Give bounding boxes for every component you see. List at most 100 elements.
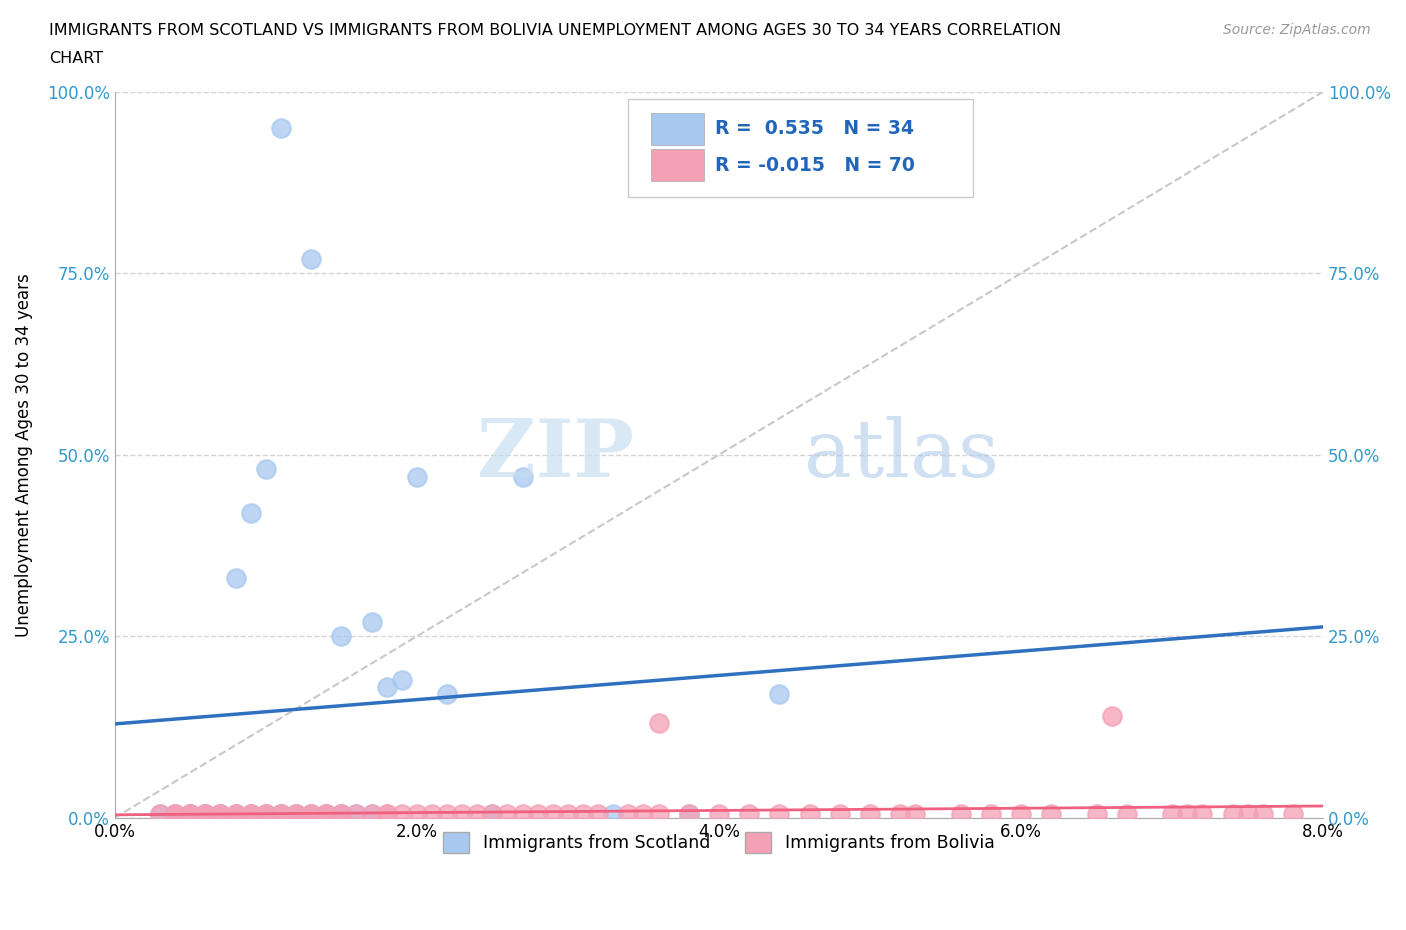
Point	[375, 680, 398, 695]
Point	[165, 806, 187, 821]
Y-axis label: Unemployment Among Ages 30 to 34 years: Unemployment Among Ages 30 to 34 years	[15, 272, 32, 637]
Point	[436, 806, 458, 821]
Point	[225, 806, 247, 821]
Point	[436, 687, 458, 702]
Point	[299, 806, 322, 821]
Point	[239, 806, 262, 821]
Point	[481, 806, 503, 821]
Point	[526, 806, 548, 821]
Point	[179, 806, 201, 821]
FancyBboxPatch shape	[628, 99, 973, 197]
Point	[239, 806, 262, 821]
Point	[602, 806, 624, 821]
Point	[799, 806, 821, 821]
Point	[330, 806, 353, 821]
Point	[1161, 806, 1184, 821]
Point	[299, 806, 322, 821]
Point	[1251, 806, 1274, 821]
Text: atlas: atlas	[804, 416, 998, 494]
Point	[647, 716, 669, 731]
Point	[391, 672, 413, 687]
Point	[225, 806, 247, 821]
Point	[980, 806, 1002, 821]
FancyBboxPatch shape	[651, 149, 704, 181]
Point	[1010, 806, 1032, 821]
Point	[299, 806, 322, 821]
Point	[330, 806, 353, 821]
Point	[1040, 806, 1063, 821]
Point	[904, 806, 927, 821]
Point	[391, 806, 413, 821]
Point	[179, 806, 201, 821]
Point	[254, 806, 277, 821]
Point	[165, 806, 187, 821]
Point	[678, 806, 700, 821]
Point	[1282, 806, 1305, 821]
Point	[194, 806, 217, 821]
Point	[209, 806, 232, 821]
Point	[194, 806, 217, 821]
Point	[315, 806, 337, 821]
Point	[270, 806, 292, 821]
Point	[346, 806, 368, 821]
Point	[270, 806, 292, 821]
Point	[647, 806, 669, 821]
Point	[768, 687, 790, 702]
Point	[315, 806, 337, 821]
Point	[179, 806, 201, 821]
Legend: Immigrants from Scotland, Immigrants from Bolivia: Immigrants from Scotland, Immigrants fro…	[436, 825, 1002, 860]
Point	[481, 806, 503, 821]
Point	[330, 806, 353, 821]
Point	[572, 806, 595, 821]
Point	[1115, 806, 1137, 821]
Point	[1175, 806, 1198, 821]
Point	[1222, 806, 1244, 821]
Point	[707, 806, 730, 821]
Point	[225, 571, 247, 586]
Point	[617, 806, 640, 821]
Point	[678, 806, 700, 821]
Point	[375, 806, 398, 821]
Point	[209, 806, 232, 821]
Point	[557, 806, 579, 821]
Point	[1191, 806, 1213, 821]
Point	[360, 615, 382, 630]
Point	[149, 806, 172, 821]
Point	[405, 806, 427, 821]
Text: CHART: CHART	[49, 51, 103, 66]
Point	[194, 806, 217, 821]
Text: R = -0.015   N = 70: R = -0.015 N = 70	[716, 155, 915, 175]
Point	[270, 806, 292, 821]
Point	[1236, 806, 1258, 821]
Point	[859, 806, 882, 821]
Point	[346, 806, 368, 821]
Point	[194, 806, 217, 821]
Point	[209, 806, 232, 821]
Point	[254, 806, 277, 821]
Point	[285, 806, 308, 821]
Point	[149, 806, 172, 821]
Point	[315, 806, 337, 821]
Point	[586, 806, 609, 821]
Point	[949, 806, 972, 821]
Point	[465, 806, 488, 821]
FancyBboxPatch shape	[651, 113, 704, 145]
Text: R =  0.535   N = 34: R = 0.535 N = 34	[716, 119, 914, 139]
Point	[512, 806, 534, 821]
Point	[239, 806, 262, 821]
Point	[451, 806, 474, 821]
Text: ZIP: ZIP	[478, 416, 634, 494]
Point	[285, 806, 308, 821]
Point	[225, 806, 247, 821]
Point	[738, 806, 761, 821]
Point	[496, 806, 519, 821]
Point	[420, 806, 443, 821]
Point	[375, 806, 398, 821]
Text: IMMIGRANTS FROM SCOTLAND VS IMMIGRANTS FROM BOLIVIA UNEMPLOYMENT AMONG AGES 30 T: IMMIGRANTS FROM SCOTLAND VS IMMIGRANTS F…	[49, 23, 1062, 38]
Point	[633, 806, 655, 821]
Point	[239, 505, 262, 520]
Point	[165, 806, 187, 821]
Point	[254, 806, 277, 821]
Point	[299, 251, 322, 266]
Point	[1101, 709, 1123, 724]
